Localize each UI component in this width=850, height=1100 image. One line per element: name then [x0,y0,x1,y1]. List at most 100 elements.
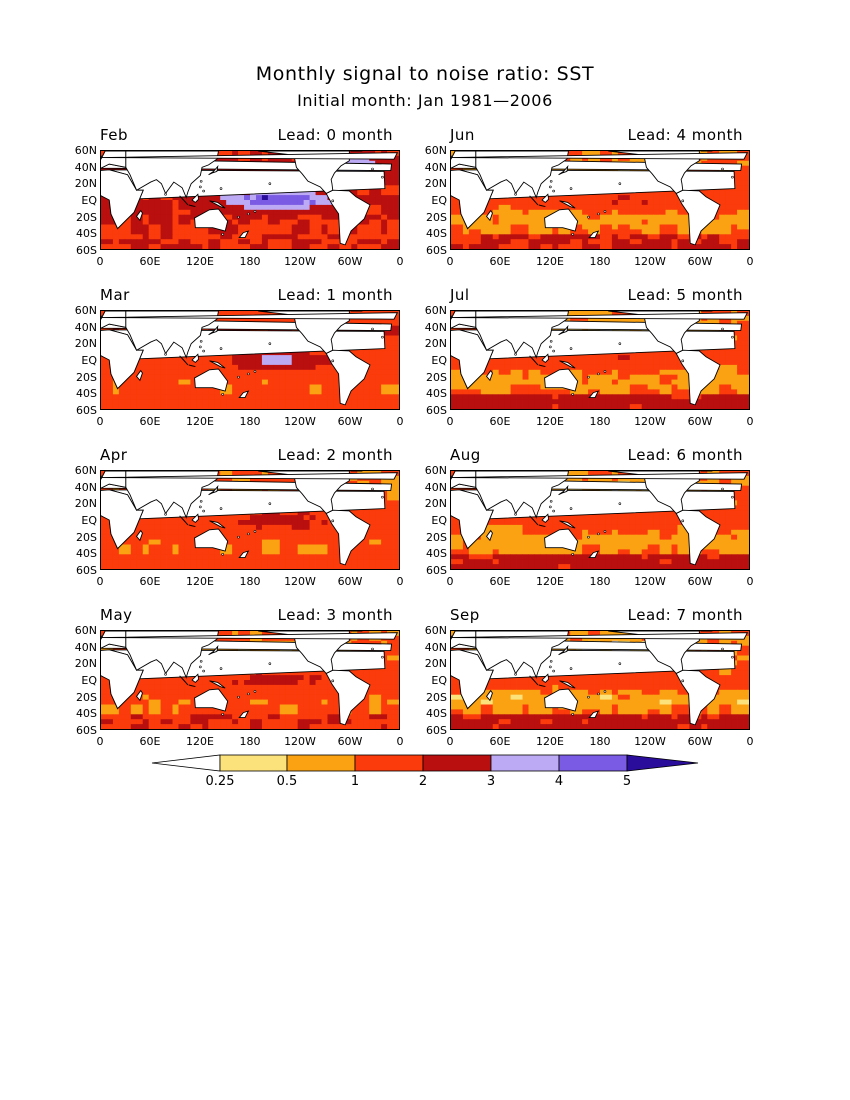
snr-contour-cell [387,244,394,249]
snr-contour-cell [375,515,382,521]
snr-contour-cell [540,384,547,390]
snr-contour-cell [226,384,233,390]
snr-contour-cell [528,360,535,366]
snr-contour-cell [743,325,749,331]
snr-contour-cell [250,534,257,540]
snr-contour-cell [220,399,227,405]
snr-contour-cell [677,399,684,405]
snr-contour-cell [303,195,310,201]
snr-contour-cell [202,244,209,249]
snr-contour-cell [486,384,494,390]
snr-contour-cell [148,234,156,240]
continent-outline [208,324,219,336]
snr-contour-cell [309,394,316,400]
snr-contour-cell [671,234,678,240]
snr-contour-cell [576,364,583,371]
snr-contour-cell [196,195,203,201]
snr-contour-cell [160,234,167,240]
snr-contour-cell [393,209,399,216]
snr-contour-cell [393,510,399,516]
snr-contour-cell [510,204,517,211]
snr-contour-cell [369,384,376,390]
snr-contour-cell [558,355,565,361]
snr-contour-cell [315,200,322,206]
island-outline [618,342,622,345]
snr-contour-cell [375,369,382,376]
snr-contour-cell [623,239,631,245]
snr-contour-cell [315,534,322,540]
snr-contour-cell [611,374,619,380]
snr-contour-cell [291,219,299,225]
snr-contour-cell [731,360,738,366]
snr-contour-cell [232,200,239,206]
snr-contour-cell [393,374,399,380]
snr-contour-cell [309,200,316,206]
snr-contour-cell [683,234,690,240]
snr-contour-cell [226,219,233,225]
snr-contour-cell [522,384,529,390]
snr-contour-cell [250,234,257,240]
snr-contour-cell [232,151,239,157]
snr-contour-cell [291,529,299,536]
snr-contour-cell [743,244,749,249]
snr-contour-cell [172,404,179,409]
snr-contour-cell [190,364,197,371]
snr-contour-cell [285,224,293,230]
snr-contour-cell [196,204,203,211]
snr-contour-cell [333,229,340,235]
snr-contour-cell [267,539,275,545]
snr-contour-cell [731,394,738,400]
snr-contour-cell [462,224,470,230]
snr-contour-cell [743,315,749,322]
snr-contour-cell [564,195,571,201]
snr-contour-cell [671,244,678,249]
snr-contour-cell [309,244,316,249]
snr-contour-cell [303,214,310,220]
snr-contour-cell [369,374,376,380]
snr-contour-cell [725,190,732,196]
snr-contour-cell [659,394,666,400]
snr-contour-cell [327,369,334,376]
snr-contour-cell [273,224,281,230]
snr-contour-cell [743,195,749,201]
snr-contour-cell [387,399,394,405]
snr-contour-cell [375,190,382,196]
snr-contour-cell [190,360,197,366]
snr-contour-cell [665,394,672,400]
snr-contour-cell [250,389,257,395]
snr-contour-cell [321,524,328,531]
snr-contour-cell [267,544,275,550]
snr-contour-cell [232,244,239,249]
snr-contour-cell [154,360,161,366]
snr-contour-cell [166,219,173,225]
snr-contour-cell [327,394,334,400]
lat-tick-label: 60S [76,244,97,257]
snr-contour-cell [462,234,470,240]
snr-contour-cell [101,520,108,526]
snr-contour-cell [623,384,631,390]
snr-contour-cell [244,244,251,249]
snr-contour-cell [743,234,749,240]
snr-contour-cell [600,360,607,366]
snr-contour-cell [250,539,257,545]
snr-contour-cell [731,209,738,216]
snr-contour-cell [731,379,738,385]
snr-contour-cell [534,195,541,201]
snr-contour-cell [677,239,684,245]
snr-contour-cell [635,404,643,409]
snr-contour-cell [393,350,399,356]
snr-contour-cell [725,389,732,395]
snr-contour-cell [148,520,156,526]
snr-contour-cell [369,224,376,230]
island-outline [587,375,590,379]
island-outline [597,212,600,216]
snr-contour-cell [208,360,215,366]
snr-contour-cell [743,394,749,400]
snr-contour-cell [456,394,464,400]
snr-contour-cell [136,204,144,211]
snr-contour-cell [220,520,227,526]
snr-contour-cell [387,369,394,376]
snr-contour-cell [369,214,376,220]
snr-contour-cell [136,364,144,371]
snr-contour-cell [196,524,203,531]
